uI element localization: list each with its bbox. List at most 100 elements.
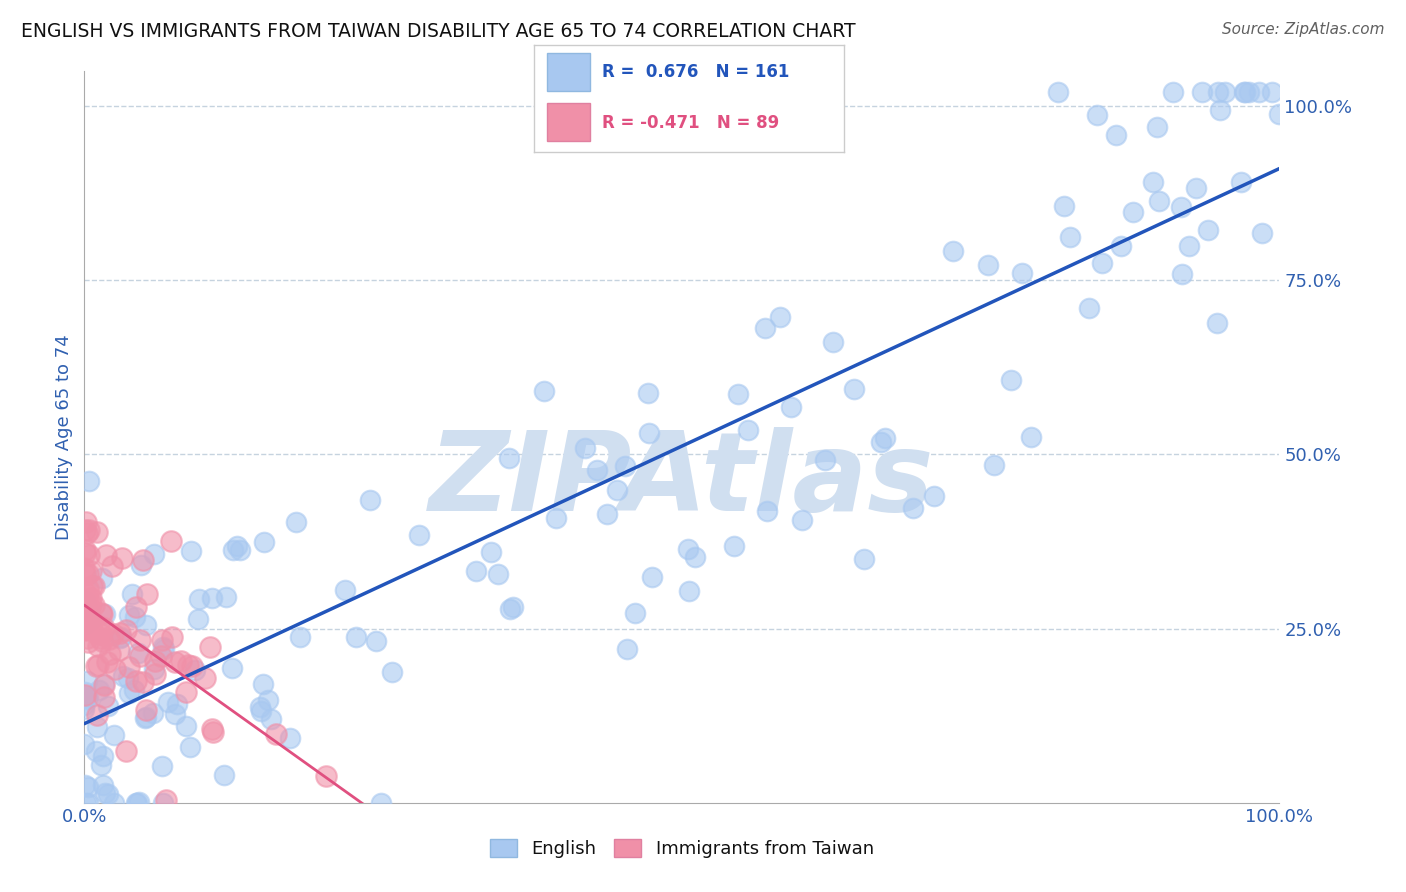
Point [73,698,96,713]
Point [574,441,596,455]
Point [1053,199,1076,213]
Point [315,770,337,784]
Point [91,571,114,585]
Point [1147,194,1170,208]
Point [257,693,280,707]
Point [637,425,659,440]
Point [676,542,699,557]
Point [134,711,156,725]
Point [73,685,96,699]
Point [103,728,125,742]
Point [128,796,150,810]
Point [737,423,759,437]
Point [75,610,97,624]
Point [118,686,141,700]
Point [75,542,97,557]
Point [1019,430,1042,444]
Point [212,768,235,782]
Point [143,654,166,668]
Point [616,642,638,657]
Point [624,607,647,621]
Point [75,610,97,624]
Point [77,582,100,596]
Point [1059,230,1081,244]
Point [187,592,209,607]
Point [96,655,118,669]
Point [222,543,245,558]
Point [89,619,111,633]
Point [132,553,155,567]
Point [844,382,866,396]
Point [153,642,176,657]
Point [75,617,97,632]
Point [77,595,100,609]
Point [73,585,96,599]
Point [252,676,274,690]
Point [75,624,97,638]
Point [290,630,312,644]
Point [135,617,157,632]
Point [82,624,104,638]
Point [75,618,97,632]
Point [77,617,100,632]
Point [136,587,159,601]
Point [97,699,120,714]
Point [502,599,524,614]
Point [221,661,243,675]
Point [1209,103,1232,117]
Point [179,740,201,755]
Point [115,744,138,758]
Point [80,598,103,612]
Point [1237,85,1260,99]
Point [1185,181,1208,195]
Point [75,778,97,792]
Point [94,548,117,562]
Point [853,552,876,566]
Point [903,501,925,516]
Point [165,706,187,721]
Point [80,614,103,628]
Point [110,631,132,645]
Point [486,567,509,582]
Point [93,677,115,691]
Point [1268,107,1291,121]
Point [122,683,145,698]
Point [117,671,139,685]
Point [381,665,404,679]
Point [160,534,183,549]
Point [91,607,114,621]
Text: ENGLISH VS IMMIGRANTS FROM TAIWAN DISABILITY AGE 65 TO 74 CORRELATION CHART: ENGLISH VS IMMIGRANTS FROM TAIWAN DISABI… [21,22,856,41]
Point [82,579,104,593]
Point [1178,239,1201,253]
Point [1109,239,1132,253]
Point [754,321,776,335]
Point [780,400,803,414]
Point [73,622,96,636]
Point [533,384,555,398]
Text: R =  0.676   N = 161: R = 0.676 N = 161 [602,63,790,81]
Point [792,513,814,527]
Point [76,674,98,689]
Point [80,564,103,578]
Point [253,535,276,549]
Point [637,385,659,400]
Point [143,666,166,681]
Point [1197,223,1219,237]
Point [873,430,896,444]
Text: R = -0.471   N = 89: R = -0.471 N = 89 [602,114,779,132]
Point [101,559,124,574]
Point [1261,85,1284,99]
Point [86,708,108,723]
Point [1208,85,1230,99]
Point [150,758,173,772]
Point [104,662,127,676]
Point [90,606,112,620]
Point [73,688,96,702]
Point [727,387,749,401]
Point [75,796,97,810]
Point [135,710,157,724]
Point [1230,175,1253,189]
Point [1251,226,1274,240]
Bar [547,103,591,141]
Point [73,524,96,538]
